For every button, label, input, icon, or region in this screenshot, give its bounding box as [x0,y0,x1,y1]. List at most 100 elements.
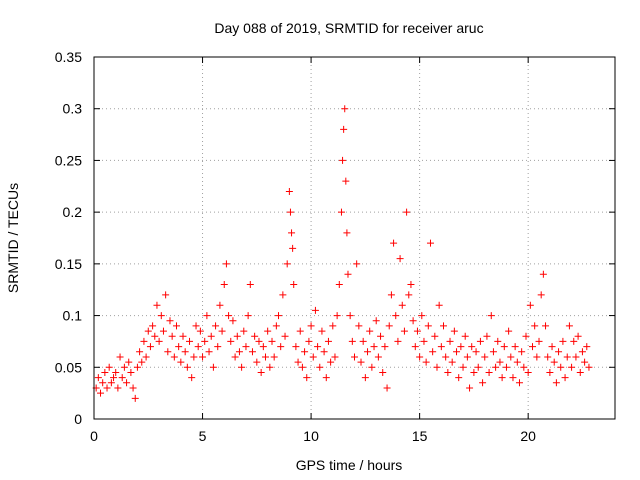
data-point [216,301,224,309]
data-point [529,343,537,351]
data-point [279,291,287,299]
data-point [255,337,263,345]
data-point [318,327,326,335]
data-point [123,379,131,387]
data-point [539,270,547,278]
data-point [283,260,291,268]
data-point [343,229,351,237]
data-point [229,317,237,325]
data-point [348,337,356,345]
data-point [294,358,302,366]
data-point [470,368,478,376]
data-point [461,332,469,340]
data-point [450,327,458,335]
data-point [153,301,161,309]
data-point [381,343,389,351]
data-point [99,379,107,387]
data-point [555,348,563,356]
data-point [368,363,376,371]
data-point [418,312,426,320]
data-point [411,343,419,351]
data-point [459,363,467,371]
data-point [546,368,554,376]
y-tick-label: 0.2 [63,204,83,220]
data-point [101,368,109,376]
data-point [157,312,165,320]
data-point [578,348,586,356]
data-point [526,301,534,309]
data-point [574,332,582,340]
data-point [307,322,315,330]
x-ticks: 0 5 10 15 20 [90,57,536,444]
data-point [576,368,584,376]
data-point [518,348,526,356]
data-point [268,337,276,345]
data-point [409,317,417,325]
data-point [144,327,152,335]
data-point [118,374,126,382]
data-point [372,317,380,325]
data-point [172,322,180,330]
data-point [466,384,474,392]
data-point [533,353,541,361]
data-point [120,363,128,371]
data-point [453,348,461,356]
data-point [266,363,274,371]
data-point [511,343,519,351]
data-point [509,374,517,382]
data-point [472,348,480,356]
data-point [572,353,580,361]
data-point [238,363,246,371]
data-point [457,343,465,351]
data-point [261,353,269,361]
data-point [240,327,248,335]
data-point [110,374,118,382]
data-point [94,374,102,382]
data-point [235,348,243,356]
y-tick-label: 0.15 [55,256,82,272]
data-point [309,353,317,361]
data-point [203,312,211,320]
data-point [435,301,443,309]
data-point [259,343,267,351]
data-point [288,229,296,237]
data-point [390,239,398,247]
data-point [179,332,187,340]
data-point [524,368,532,376]
data-point [379,368,387,376]
data-point [474,363,482,371]
data-point [416,353,424,361]
data-point [199,353,207,361]
y-ticks: 0 0.05 0.1 0.15 0.2 0.25 0.3 0.35 [55,49,615,427]
data-point [214,343,222,351]
data-point [429,348,437,356]
data-point [433,363,441,371]
data-point [420,337,428,345]
data-point [557,363,565,371]
data-point [196,327,204,335]
data-point [583,343,591,351]
data-point [140,337,148,345]
data-point [305,337,313,345]
data-point [227,337,235,345]
data-point [151,332,159,340]
x-tick-label: 0 [90,428,98,444]
data-point [103,384,111,392]
x-tick-label: 10 [303,428,319,444]
data-point [548,343,556,351]
data-point [413,327,421,335]
data-point [212,322,220,330]
data-point [559,337,567,345]
data-point [201,337,209,345]
data-point [431,332,439,340]
y-tick-label: 0.1 [63,308,83,324]
data-point [233,332,241,340]
data-point [296,327,304,335]
y-tick-label: 0.05 [55,359,82,375]
data-point [531,322,539,330]
data-point [342,177,350,185]
data-point [168,332,176,340]
data-point [542,322,550,330]
data-point [192,322,200,330]
